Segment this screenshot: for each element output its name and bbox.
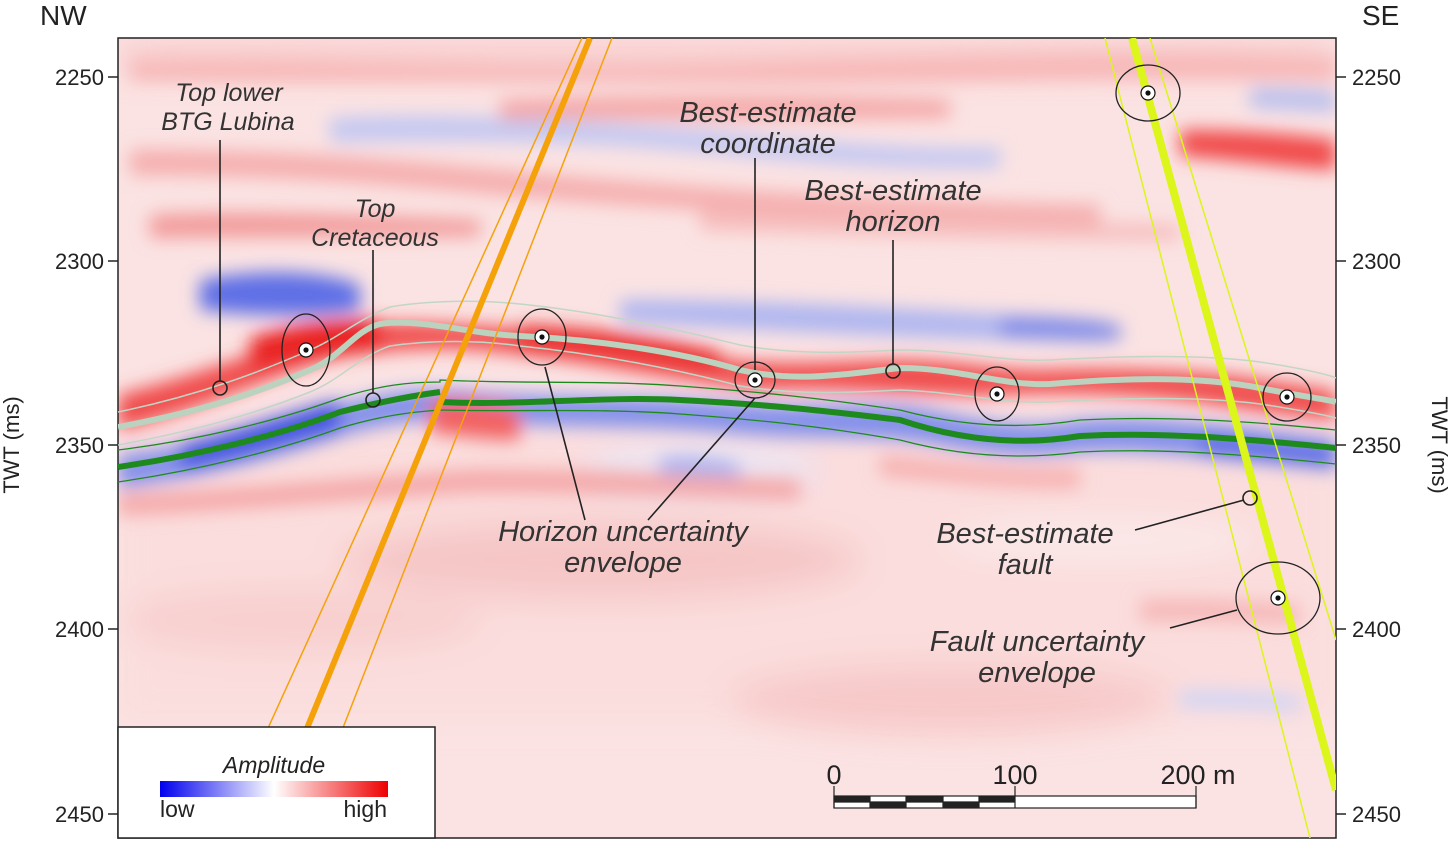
orientation-se: SE: [1362, 0, 1399, 31]
plot-frame: [117, 37, 1337, 839]
annotation-leaders: [212, 140, 1258, 629]
coordinate-marker: [517, 308, 567, 366]
horizon-top-cretaceous: [118, 379, 1336, 483]
right-tick-label: 2300: [1352, 249, 1401, 274]
label-fault-uncertainty-envelope-line1: Fault uncertainty: [930, 626, 1146, 658]
right-axis: 2250 2300 2350 2400 2450 TWT (ms): [1336, 65, 1452, 827]
label-top-cretaceous-line1: Top: [355, 195, 396, 223]
label-best-estimate-coordinate-line2: coordinate: [700, 128, 835, 160]
scale-label-0: 0: [826, 760, 841, 790]
right-tick-label: 2250: [1352, 65, 1401, 90]
label-best-estimate-fault-line2: fault: [998, 549, 1055, 581]
label-best-estimate-coordinate-line1: Best-estimate: [679, 97, 856, 129]
coordinate-markers: [281, 64, 1321, 635]
label-top-cretaceous-line2: Cretaceous: [311, 224, 439, 252]
coordinate-marker: [1235, 561, 1321, 635]
right-axis-title: TWT (ms): [1427, 396, 1452, 493]
label-top-lower-btg-line1: Top lower: [175, 79, 284, 107]
left-axis-title: TWT (ms): [0, 396, 24, 493]
label-best-estimate-horizon-line1: Best-estimate: [804, 175, 981, 207]
left-tick-label: 2400: [55, 617, 104, 642]
annotations: Top lower BTG Lubina Top Cretaceous Best…: [161, 79, 1145, 689]
coordinate-marker: [1115, 64, 1181, 122]
orientation-nw: NW: [40, 0, 87, 31]
label-best-estimate-fault-line1: Best-estimate: [936, 518, 1113, 550]
left-axis: 2250 2300 2350 2400 2450 TWT (ms): [0, 65, 118, 827]
legend-high-label: high: [344, 796, 387, 822]
label-horizon-uncertainty-envelope-line1: Horizon uncertainty: [498, 516, 749, 548]
label-horizon-uncertainty-envelope-line2: envelope: [564, 547, 682, 579]
label-top-lower-btg-line2: BTG Lubina: [161, 108, 295, 136]
left-tick-label: 2250: [55, 65, 104, 90]
legend-title: Amplitude: [221, 752, 325, 778]
legend-low-label: low: [160, 796, 195, 822]
right-tick-label: 2450: [1352, 802, 1401, 827]
horizon-top-lower-btg: [118, 300, 1336, 446]
left-tick-label: 2300: [55, 249, 104, 274]
fault-se: [1104, 38, 1336, 838]
right-tick-label: 2400: [1352, 617, 1401, 642]
scale-label-100: 100: [992, 760, 1037, 790]
legend-colorbar: [160, 781, 388, 797]
right-tick-label: 2350: [1352, 433, 1401, 458]
scale-label-200: 200 m: [1160, 760, 1235, 790]
label-fault-uncertainty-envelope-line2: envelope: [978, 657, 1096, 689]
coordinate-marker: [974, 366, 1020, 422]
fault-nw: [217, 38, 613, 838]
left-tick-label: 2350: [55, 433, 104, 458]
amplitude-legend: Amplitude low high: [117, 726, 436, 839]
coordinate-marker: [281, 313, 331, 387]
label-best-estimate-horizon-line2: horizon: [845, 206, 940, 238]
left-tick-label: 2450: [55, 802, 104, 827]
scale-bar: 0 100 200 m: [826, 760, 1236, 809]
coordinate-marker: [1262, 372, 1312, 422]
